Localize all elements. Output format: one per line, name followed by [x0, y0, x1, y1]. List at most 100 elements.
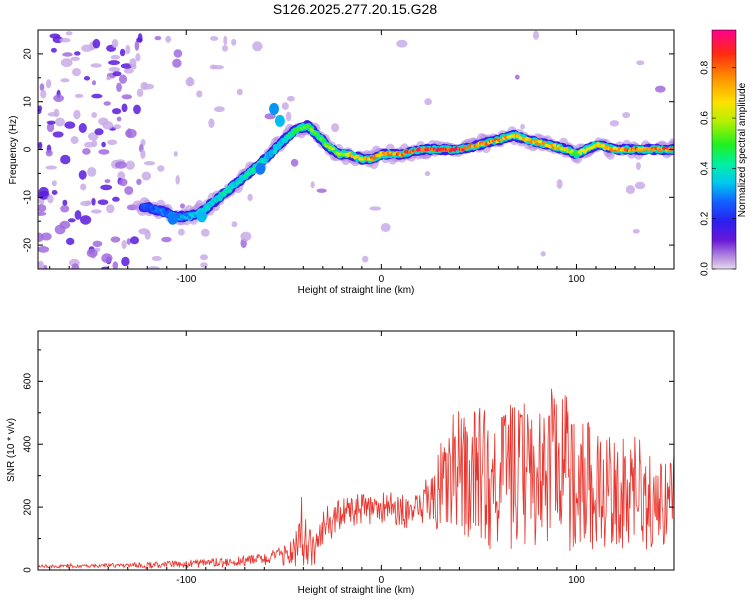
- y-tick-label: -10: [23, 190, 34, 205]
- noise-blob: [119, 48, 126, 57]
- noise-blob: [38, 211, 47, 216]
- ridge-point: [322, 138, 326, 142]
- ridge-point: [248, 171, 252, 175]
- noise-blob: [116, 82, 122, 93]
- ridge-point: [602, 144, 606, 148]
- noise-blob: [331, 123, 340, 133]
- noise-blob: [172, 58, 182, 68]
- noise-blob: [70, 136, 79, 145]
- noise-blob: [125, 160, 135, 170]
- ridge-lobe: [274, 114, 285, 127]
- noise-blob: [635, 162, 641, 171]
- noise-blob: [38, 232, 44, 242]
- noise-blob: [104, 179, 111, 184]
- ridge-lobe: [269, 102, 280, 115]
- noise-blob: [82, 148, 91, 155]
- noise-blob: [86, 248, 98, 258]
- noise-blob: [40, 89, 47, 99]
- noise-blob: [634, 181, 646, 190]
- ridge-point: [578, 151, 583, 155]
- noise-blob: [53, 94, 64, 103]
- noise-blob: [310, 181, 315, 189]
- noise-blob: [144, 229, 151, 240]
- noise-blob: [59, 37, 71, 43]
- ridge-point: [402, 152, 406, 156]
- noise-blob: [41, 232, 52, 241]
- noise-blob: [108, 60, 120, 66]
- x-tick-label: 100: [568, 274, 585, 285]
- noise-blob: [78, 170, 87, 180]
- noise-blob: [290, 158, 299, 167]
- y-tick-label: 0: [23, 146, 34, 152]
- snr-line: [38, 388, 674, 570]
- noise-blob: [136, 178, 142, 185]
- noise-blob: [83, 76, 91, 81]
- noise-blob: [135, 53, 141, 62]
- noise-blob: [121, 256, 130, 267]
- noise-blob: [424, 171, 431, 177]
- noise-blob: [100, 184, 113, 191]
- spectrogram-marks: [38, 30, 674, 269]
- colorbar-tick-label: 0.0: [700, 262, 711, 276]
- noise-blob: [73, 109, 81, 120]
- noise-blob: [196, 90, 203, 98]
- noise-blob: [107, 139, 118, 146]
- noise-blob: [90, 63, 102, 68]
- ridge-lobe: [196, 210, 207, 223]
- noise-blob: [80, 215, 92, 225]
- snr-xlabel: Height of straight line (km): [298, 585, 415, 596]
- noise-blob: [141, 171, 152, 181]
- noise-blob: [72, 68, 81, 77]
- noise-blob: [140, 81, 149, 91]
- ridge-point: [421, 149, 425, 153]
- noise-blob: [46, 120, 56, 125]
- noise-blob: [80, 183, 87, 191]
- ridge-point: [270, 152, 274, 156]
- noise-blob: [91, 93, 103, 99]
- noise-blob: [231, 221, 238, 228]
- noise-blob: [240, 231, 252, 242]
- ridge-point: [229, 186, 233, 191]
- y-tick-label: 600: [23, 373, 34, 390]
- noise-blob: [91, 198, 96, 206]
- noise-blob: [74, 51, 81, 56]
- ridge-point: [266, 156, 270, 160]
- colorbar: 0.0 0.2 0.4 0.6 0.8 Normalized spectral ampl…: [700, 29, 748, 276]
- noise-blob: [118, 178, 128, 187]
- noise-blob: [91, 80, 97, 86]
- noise-blob: [38, 260, 44, 269]
- ridge-point: [671, 146, 674, 150]
- noise-blob: [380, 223, 391, 232]
- spectrogram-xlabel: Height of straight line (km): [298, 285, 415, 296]
- x-tick-label: -100: [176, 575, 196, 586]
- noise-blob: [200, 262, 208, 268]
- colorbar-gradient: [711, 29, 737, 270]
- noise-blob: [173, 151, 178, 157]
- noise-blob: [71, 263, 80, 269]
- noise-blob: [625, 185, 636, 195]
- noise-blob: [540, 251, 546, 257]
- noise-blob: [609, 120, 620, 127]
- x-tick-label: 0: [379, 575, 385, 586]
- noise-blob: [74, 93, 84, 98]
- noise-blob: [136, 37, 143, 43]
- ridge-point: [193, 213, 197, 217]
- noise-blob: [125, 44, 131, 55]
- noise-blob: [67, 218, 76, 223]
- noise-blob: [556, 179, 563, 189]
- noise-blob: [124, 186, 134, 195]
- noise-blob: [120, 63, 133, 69]
- ridge-point: [326, 142, 330, 146]
- noise-blob: [92, 240, 103, 247]
- noise-blob: [178, 228, 185, 236]
- ridge-point: [550, 143, 554, 147]
- noise-blob: [133, 104, 141, 115]
- noise-blob: [285, 111, 292, 122]
- noise-blob: [161, 236, 172, 243]
- x-tick-label: 100: [568, 575, 585, 586]
- snr-frame: [37, 330, 675, 571]
- noise-blob: [43, 264, 48, 269]
- ridge-point: [552, 143, 557, 147]
- noise-blob: [175, 175, 180, 185]
